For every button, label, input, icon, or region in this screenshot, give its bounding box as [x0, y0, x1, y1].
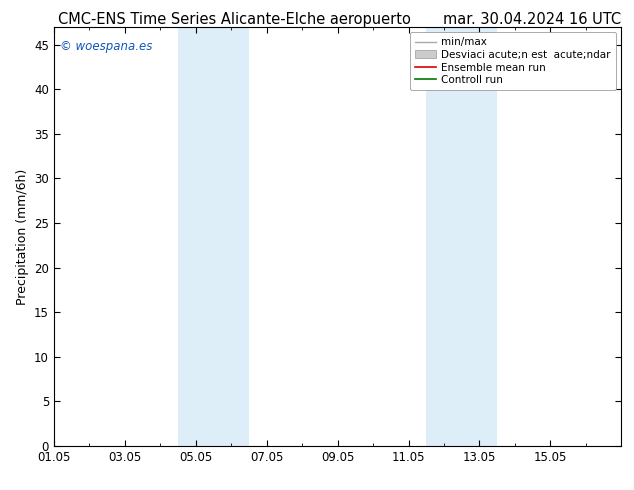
- Text: mar. 30.04.2024 16 UTC: mar. 30.04.2024 16 UTC: [443, 12, 621, 27]
- Bar: [196, 27, 249, 446]
- Text: © woespana.es: © woespana.es: [60, 40, 152, 52]
- Legend: min/max, Desviaci acute;n est  acute;ndar, Ensemble mean run, Controll run: min/max, Desviaci acute;n est acute;ndar…: [410, 32, 616, 90]
- Bar: [178, 27, 196, 446]
- Bar: [426, 27, 444, 446]
- Bar: [444, 27, 497, 446]
- Text: CMC-ENS Time Series Alicante-Elche aeropuerto: CMC-ENS Time Series Alicante-Elche aerop…: [58, 12, 411, 27]
- Y-axis label: Precipitation (mm/6h): Precipitation (mm/6h): [16, 168, 29, 305]
